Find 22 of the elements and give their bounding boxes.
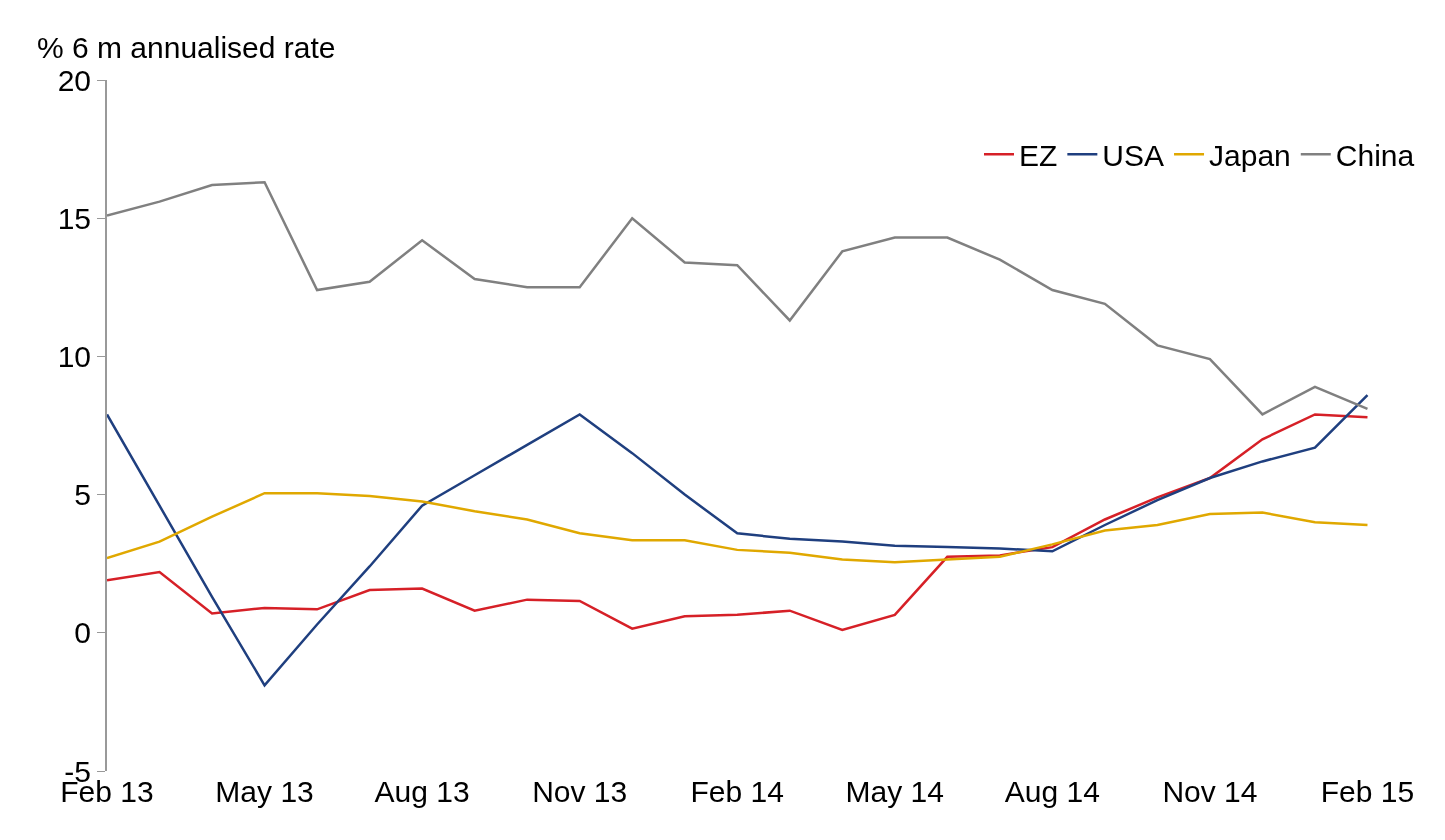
y-tick-label: 15 bbox=[57, 201, 91, 235]
x-tick-label: May 14 bbox=[845, 775, 944, 808]
line-series bbox=[107, 393, 1369, 687]
y-tick-label: 5 bbox=[74, 478, 91, 512]
legend-label: Japan bbox=[1209, 139, 1291, 173]
legend-label: EZ bbox=[1019, 139, 1058, 173]
x-tick-label: Aug 13 bbox=[374, 775, 470, 808]
x-tick-label: Nov 14 bbox=[1162, 775, 1258, 808]
y-tick-label: 20 bbox=[57, 63, 91, 97]
y-tick-label: 0 bbox=[74, 616, 91, 650]
x-tick-label: May 13 bbox=[215, 775, 314, 808]
legend-label: USA bbox=[1102, 139, 1165, 173]
line-series bbox=[107, 181, 1369, 416]
x-tick-label: Feb 15 bbox=[1320, 775, 1415, 808]
line-series bbox=[107, 413, 1369, 632]
x-tick-label: Nov 13 bbox=[532, 775, 628, 808]
legend-label: China bbox=[1335, 139, 1415, 173]
x-tick-label: Feb 14 bbox=[690, 775, 784, 808]
line-series bbox=[107, 491, 1369, 564]
y-tick-label: 10 bbox=[57, 339, 91, 373]
y-axis-title: % 6 m annualised rate bbox=[37, 31, 336, 64]
x-tick-label: Aug 14 bbox=[1004, 775, 1100, 808]
